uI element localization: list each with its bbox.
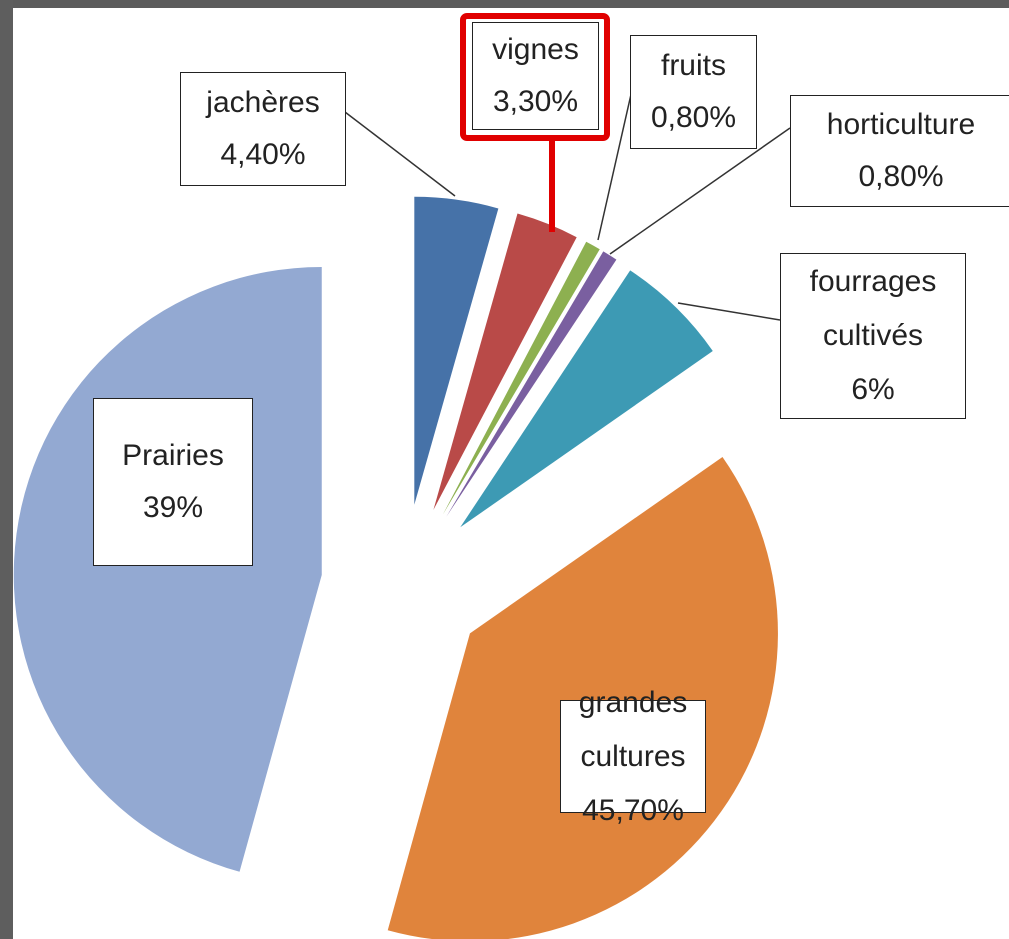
value-label: 6% [851, 373, 895, 406]
pie-slice [446, 251, 617, 517]
category-label: jachères [206, 86, 320, 119]
leader-line [677, 302, 781, 321]
value-label: 0,80% [858, 160, 944, 193]
pie-slice [433, 213, 577, 510]
value-label: 45,70% [582, 793, 684, 827]
leader-lines [344, 89, 791, 321]
value-label: 4,40% [220, 138, 306, 171]
value-label: 3,30% [492, 85, 579, 118]
left-frame [0, 0, 13, 939]
leader-line [344, 111, 456, 197]
top-frame [0, 0, 1009, 8]
slices [13, 196, 778, 939]
pie-slice [387, 457, 778, 939]
leader-line [609, 127, 791, 255]
data-label: fruits 0,80% [630, 35, 757, 149]
category-label: fruits [660, 49, 726, 82]
pie-slice [13, 266, 322, 872]
pie-slice [460, 270, 713, 528]
data-label: grandes cultures 45,70% [560, 686, 706, 827]
pie-slice [414, 196, 499, 505]
data-label: jachères 4,40% [180, 72, 346, 186]
category-label: vignes [492, 33, 579, 66]
category-label: horticulture [826, 108, 976, 141]
pie-slice [442, 241, 600, 515]
category-label: grandes cultures [578, 685, 688, 773]
data-label: Prairies 39% [93, 398, 253, 566]
category-label: fourrages cultivés [809, 265, 937, 352]
data-label: fourrages cultivés 6% [780, 253, 966, 419]
data-label: vignes 3,30% [472, 22, 599, 130]
value-label: 0,80% [650, 101, 737, 134]
data-label: horticulture 0,80% [790, 95, 1009, 207]
leader-line [597, 89, 633, 241]
value-label: 39% [142, 491, 204, 524]
category-label: Prairies [122, 439, 224, 472]
highlight-box [460, 13, 610, 141]
